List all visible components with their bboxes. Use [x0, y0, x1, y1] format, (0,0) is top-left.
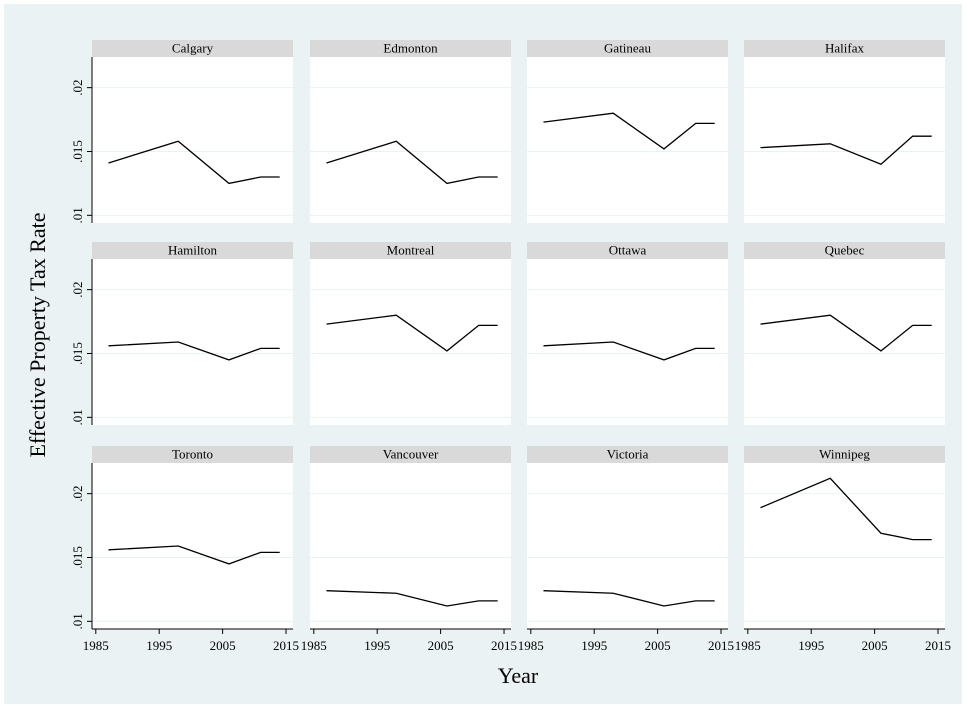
panel-strip [92, 242, 293, 259]
data-line [760, 135, 932, 166]
x-tick-label: 1985 [83, 638, 109, 653]
y-tick-label: .01 [70, 207, 85, 223]
panel-title: Winnipeg [819, 446, 870, 461]
x-tick-label: 1995 [581, 638, 607, 653]
y-tick-label: .02 [70, 486, 85, 502]
plot-area [92, 57, 293, 223]
y-axis-label: Effective Property Tax Rate [25, 212, 50, 457]
x-tick-label: 1995 [798, 638, 824, 653]
x-tick-label: 2015 [925, 638, 951, 653]
data-line [543, 341, 715, 361]
plot-area [744, 57, 945, 223]
panel-strip [527, 242, 728, 259]
plot-area [310, 57, 511, 223]
y-tick-label: .015 [70, 546, 85, 569]
x-tick-label: 2005 [428, 638, 454, 653]
panel-strip [310, 40, 511, 57]
y-tick-label: .01 [70, 409, 85, 425]
panel-title: Montreal [387, 242, 435, 257]
plot-area [527, 463, 728, 629]
panel-title: Quebec [825, 242, 865, 257]
x-tick-label: 2015 [273, 638, 299, 653]
y-tick-label: .02 [70, 80, 85, 96]
plot-area [744, 463, 945, 629]
x-tick-label: 1985 [735, 638, 761, 653]
data-line [326, 140, 498, 185]
x-tick-label: 2015 [491, 638, 517, 653]
data-line [760, 477, 932, 541]
x-tick-label: 2015 [708, 638, 734, 653]
panel-title: Halifax [825, 40, 864, 55]
panel-title: Gatineau [604, 40, 651, 55]
panel-strip [744, 40, 945, 57]
data-line [326, 314, 498, 352]
x-axis-label: Year [498, 663, 539, 688]
panel-title: Toronto [172, 446, 213, 461]
data-line [543, 590, 715, 607]
panel-strip [310, 446, 511, 463]
panel-strip [527, 446, 728, 463]
y-tick-label: .02 [70, 282, 85, 298]
x-tick-label: 1995 [364, 638, 390, 653]
panel-strip [744, 446, 945, 463]
panel-strip [527, 40, 728, 57]
data-line [543, 112, 715, 150]
data-line [326, 590, 498, 607]
x-tick-label: 1985 [301, 638, 327, 653]
panel-title: Hamilton [168, 242, 218, 257]
plot-area [310, 259, 511, 425]
y-tick-label: .01 [70, 613, 85, 629]
plot-area [310, 463, 511, 629]
plot-area [92, 259, 293, 425]
panel-title: Edmonton [383, 40, 438, 55]
panel-strip [310, 242, 511, 259]
panel-strip [92, 40, 293, 57]
data-line [108, 341, 280, 361]
panel-title: Victoria [607, 446, 649, 461]
data-line [108, 140, 280, 185]
data-line [760, 314, 932, 352]
x-tick-label: 1985 [518, 638, 544, 653]
y-tick-label: .015 [70, 342, 85, 365]
panel-strip [92, 446, 293, 463]
panel-title: Calgary [172, 40, 214, 55]
x-tick-label: 1995 [146, 638, 172, 653]
plot-area [744, 259, 945, 425]
plot-area [527, 259, 728, 425]
x-tick-label: 2005 [210, 638, 236, 653]
x-tick-label: 2005 [645, 638, 671, 653]
y-tick-label: .015 [70, 140, 85, 163]
panel-title: Vancouver [383, 446, 439, 461]
x-tick-label: 2005 [862, 638, 888, 653]
data-line [108, 545, 280, 565]
panel-title: Ottawa [609, 242, 647, 257]
plot-area [92, 463, 293, 629]
plot-area [527, 57, 728, 223]
panel-strip [744, 242, 945, 259]
